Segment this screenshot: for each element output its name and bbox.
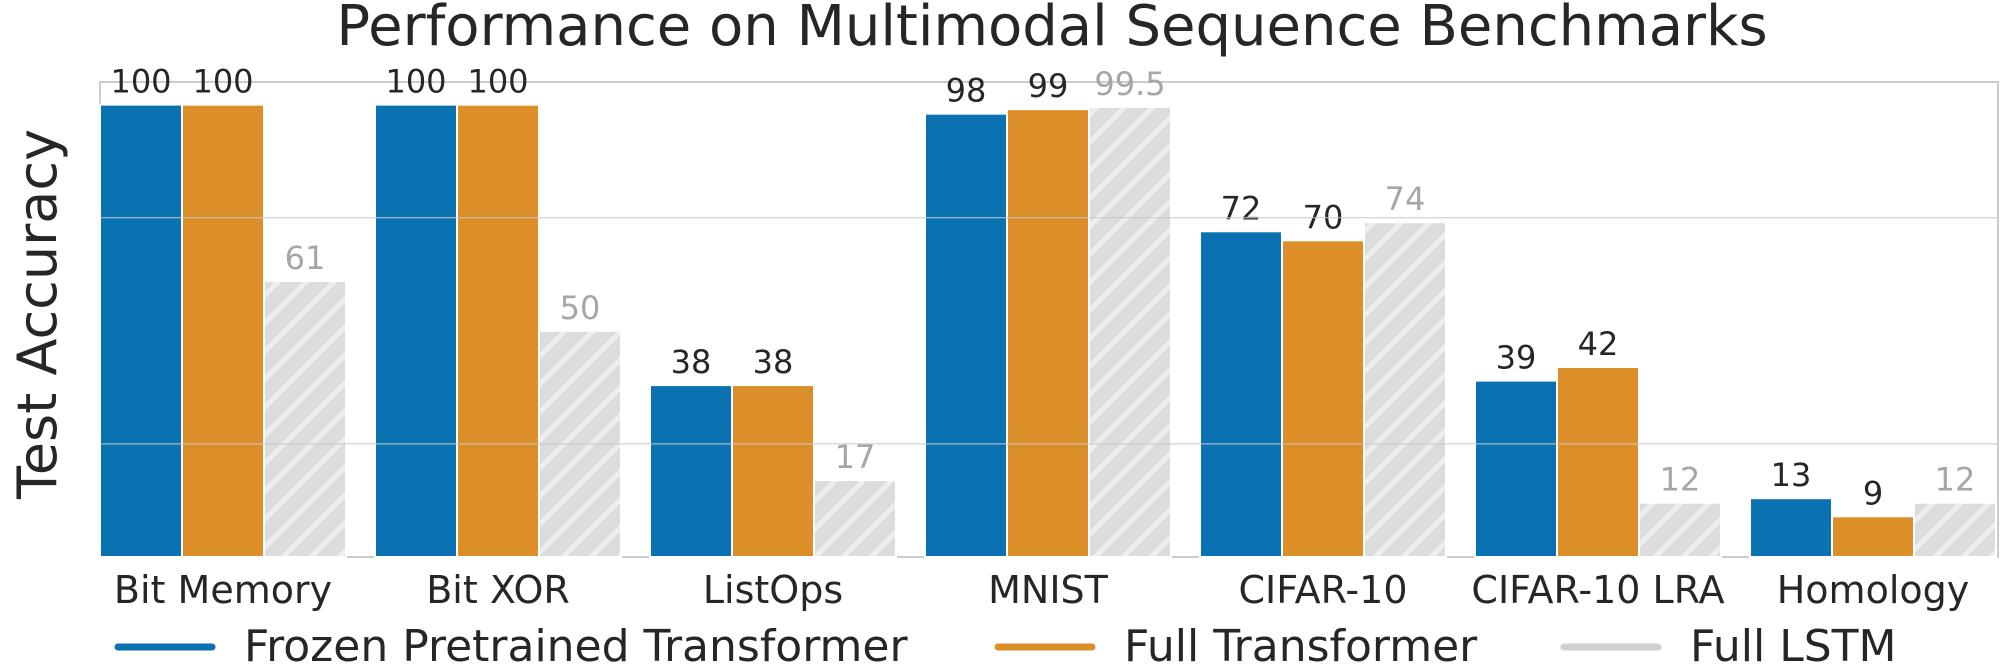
bar-1-0 xyxy=(181,103,265,558)
data-label: 74 xyxy=(1385,180,1426,218)
bar-1-1 xyxy=(456,103,540,558)
data-label: 100 xyxy=(110,63,171,101)
x-tick-label: Homology xyxy=(1777,568,1970,612)
data-label: 99.5 xyxy=(1094,65,1165,103)
bar-0-5 xyxy=(1474,379,1558,559)
bar-0-1 xyxy=(374,103,458,558)
data-label: 38 xyxy=(753,343,794,381)
data-label: 42 xyxy=(1578,325,1619,363)
bar-2-3 xyxy=(1088,105,1172,558)
bar-1-6 xyxy=(1831,515,1915,558)
legend-label: Full LSTM xyxy=(1690,621,1897,668)
data-label: 13 xyxy=(1771,456,1812,494)
bar-0-2 xyxy=(649,384,733,558)
x-tick-label: CIFAR-10 xyxy=(1238,568,1407,612)
bar-1-3 xyxy=(1006,108,1090,559)
x-tick-label: Bit XOR xyxy=(426,568,570,612)
chart-title: Performance on Multimodal Sequence Bench… xyxy=(336,0,1767,59)
bar-1-4 xyxy=(1281,239,1365,558)
bar-0-3 xyxy=(924,112,1008,559)
data-label: 38 xyxy=(671,343,712,381)
bar-2-0 xyxy=(263,280,347,558)
bar-2-2 xyxy=(813,479,897,559)
data-label: 61 xyxy=(285,239,326,277)
bar-0-6 xyxy=(1749,497,1833,559)
bar-1-2 xyxy=(731,384,815,558)
bar-1-5 xyxy=(1556,366,1640,558)
y-axis-label: Test Accuracy xyxy=(6,129,69,500)
bar-2-5 xyxy=(1638,501,1722,559)
x-tick-label: CIFAR-10 LRA xyxy=(1471,568,1724,612)
data-label: 9 xyxy=(1863,474,1883,512)
bar-0-0 xyxy=(99,103,183,558)
bar-2-4 xyxy=(1363,221,1447,558)
data-label: 39 xyxy=(1496,339,1537,377)
legend-label: Frozen Pretrained Transformer xyxy=(244,621,908,668)
x-tick-label: Bit Memory xyxy=(114,568,332,612)
data-label: 100 xyxy=(385,63,446,101)
legend-label: Full Transformer xyxy=(1124,621,1478,668)
data-label: 98 xyxy=(946,72,987,110)
bar-2-6 xyxy=(1913,501,1997,559)
x-tick-label: MNIST xyxy=(988,568,1109,612)
plot-area: 100 100 61 Bit Memory 100 100 50 Bit XOR 38 38 17 L… xyxy=(99,63,1999,612)
legend: Frozen Pretrained Transformer Full Transf… xyxy=(114,621,1897,672)
data-label: 17 xyxy=(835,438,876,476)
data-label: 12 xyxy=(1935,461,1976,499)
gridlines xyxy=(100,217,1998,445)
bar-0-4 xyxy=(1199,230,1283,559)
data-label: 50 xyxy=(560,289,601,327)
data-label: 100 xyxy=(467,63,528,101)
x-tick-label: ListOps xyxy=(703,568,843,612)
data-label: 100 xyxy=(192,63,253,101)
data-label: 72 xyxy=(1221,189,1262,227)
data-label: 99 xyxy=(1028,67,1069,105)
data-label: 12 xyxy=(1660,461,1701,499)
